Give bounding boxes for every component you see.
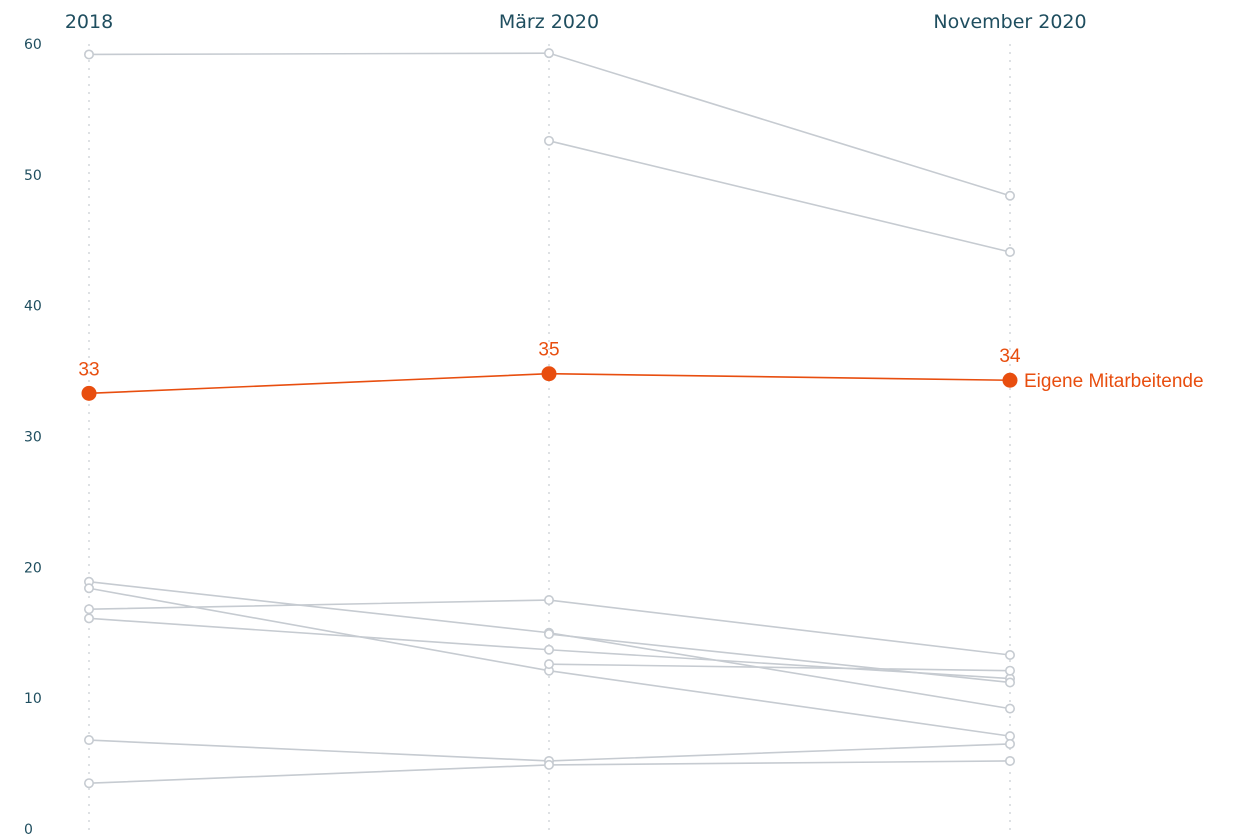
series-line-1 xyxy=(548,140,1011,253)
highlight-value-label-maerz-2020: 35 xyxy=(538,340,559,361)
series-point-8-0 xyxy=(84,735,95,746)
series-point-2-2 xyxy=(1004,703,1015,714)
highlight-point-0 xyxy=(81,385,97,401)
series-point-9-0 xyxy=(84,778,95,789)
column-label-maerz-2020: März 2020 xyxy=(499,11,599,33)
highlight-series-name: Eigene Mitarbeitende xyxy=(1024,371,1204,392)
highlight-point-2 xyxy=(1002,372,1018,388)
series-point-1-2 xyxy=(1004,247,1015,258)
vertical-guides xyxy=(88,44,1011,832)
series-line-7 xyxy=(548,663,1011,672)
y-tick-label-60: 60 xyxy=(24,37,42,53)
series-point-0-2 xyxy=(1004,190,1015,201)
column-label-2018: 2018 xyxy=(65,11,113,33)
series-point-6-2 xyxy=(1004,677,1015,688)
series-point-5-1 xyxy=(543,644,554,655)
column-labels: 2018 März 2020 November 2020 xyxy=(65,11,1087,33)
highlight-point-1 xyxy=(541,366,557,382)
background-series xyxy=(84,48,1015,789)
series-point-1-1 xyxy=(543,135,554,146)
y-tick-label-0: 0 xyxy=(24,822,33,836)
series-point-7-2 xyxy=(1004,665,1015,676)
highlight-series: 33 35 34 Eigene Mitarbeitende xyxy=(78,340,1204,401)
series-point-9-2 xyxy=(1004,755,1015,766)
y-tick-label-20: 20 xyxy=(24,560,42,576)
series-point-0-0 xyxy=(84,49,95,60)
series-point-7-1 xyxy=(543,659,554,670)
highlight-value-label-2018: 33 xyxy=(78,359,99,380)
series-point-8-2 xyxy=(1004,738,1015,749)
series-line-6 xyxy=(548,633,1011,684)
series-point-3-0 xyxy=(84,583,95,594)
y-axis-ticks: 0 10 20 30 40 50 60 xyxy=(24,37,42,836)
series-point-6-1 xyxy=(543,629,554,640)
series-point-4-0 xyxy=(84,604,95,615)
y-tick-label-40: 40 xyxy=(24,299,42,315)
series-point-5-0 xyxy=(84,613,95,624)
series-point-9-1 xyxy=(543,759,554,770)
y-tick-label-30: 30 xyxy=(24,430,42,446)
highlight-value-label-november-2020: 34 xyxy=(999,346,1021,367)
series-point-4-2 xyxy=(1004,649,1015,660)
column-label-november-2020: November 2020 xyxy=(933,11,1086,33)
series-point-0-1 xyxy=(543,48,554,59)
y-tick-label-10: 10 xyxy=(24,691,42,707)
y-tick-label-50: 50 xyxy=(24,168,42,184)
series-point-4-1 xyxy=(543,595,554,606)
